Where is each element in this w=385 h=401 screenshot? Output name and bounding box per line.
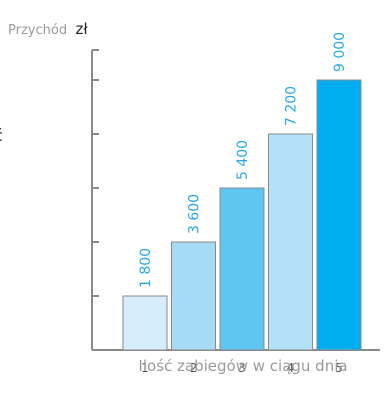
chart-bars [122,79,362,351]
x-tick-labels: 1 2 3 4 5 [141,361,343,375]
value-label-3: 5 400 [235,140,251,180]
x-tick-label-2: 2 [190,361,198,375]
value-labels: 1 800 3 600 5 400 7 200 9 000 [138,32,348,288]
edge-glyph-2: ! [0,217,2,236]
bar-3 [219,187,265,351]
value-label-4: 7 200 [284,86,300,126]
x-axis-label: Ilość zabiegów w ciągu dnia [138,357,347,375]
y-axis-label-main: Przychód [8,23,67,38]
x-tick-label-4: 4 [287,361,295,375]
x-tick-label-5: 5 [335,361,343,375]
y-axis-label: Przychód zł [8,20,88,38]
value-label-2: 3 600 [187,194,203,234]
x-tick-label-1: 1 [141,361,149,375]
bar-4 [268,133,313,351]
bar-1 [122,295,168,351]
value-label-5: 9 000 [332,32,348,72]
x-tick-label-3: 3 [238,361,246,375]
value-label-1: 1 800 [138,248,154,288]
bar-2 [171,241,216,351]
edge-glyph-1: ć [0,126,3,145]
bar-5 [316,79,362,351]
y-axis-label-unit: zł [76,20,89,38]
